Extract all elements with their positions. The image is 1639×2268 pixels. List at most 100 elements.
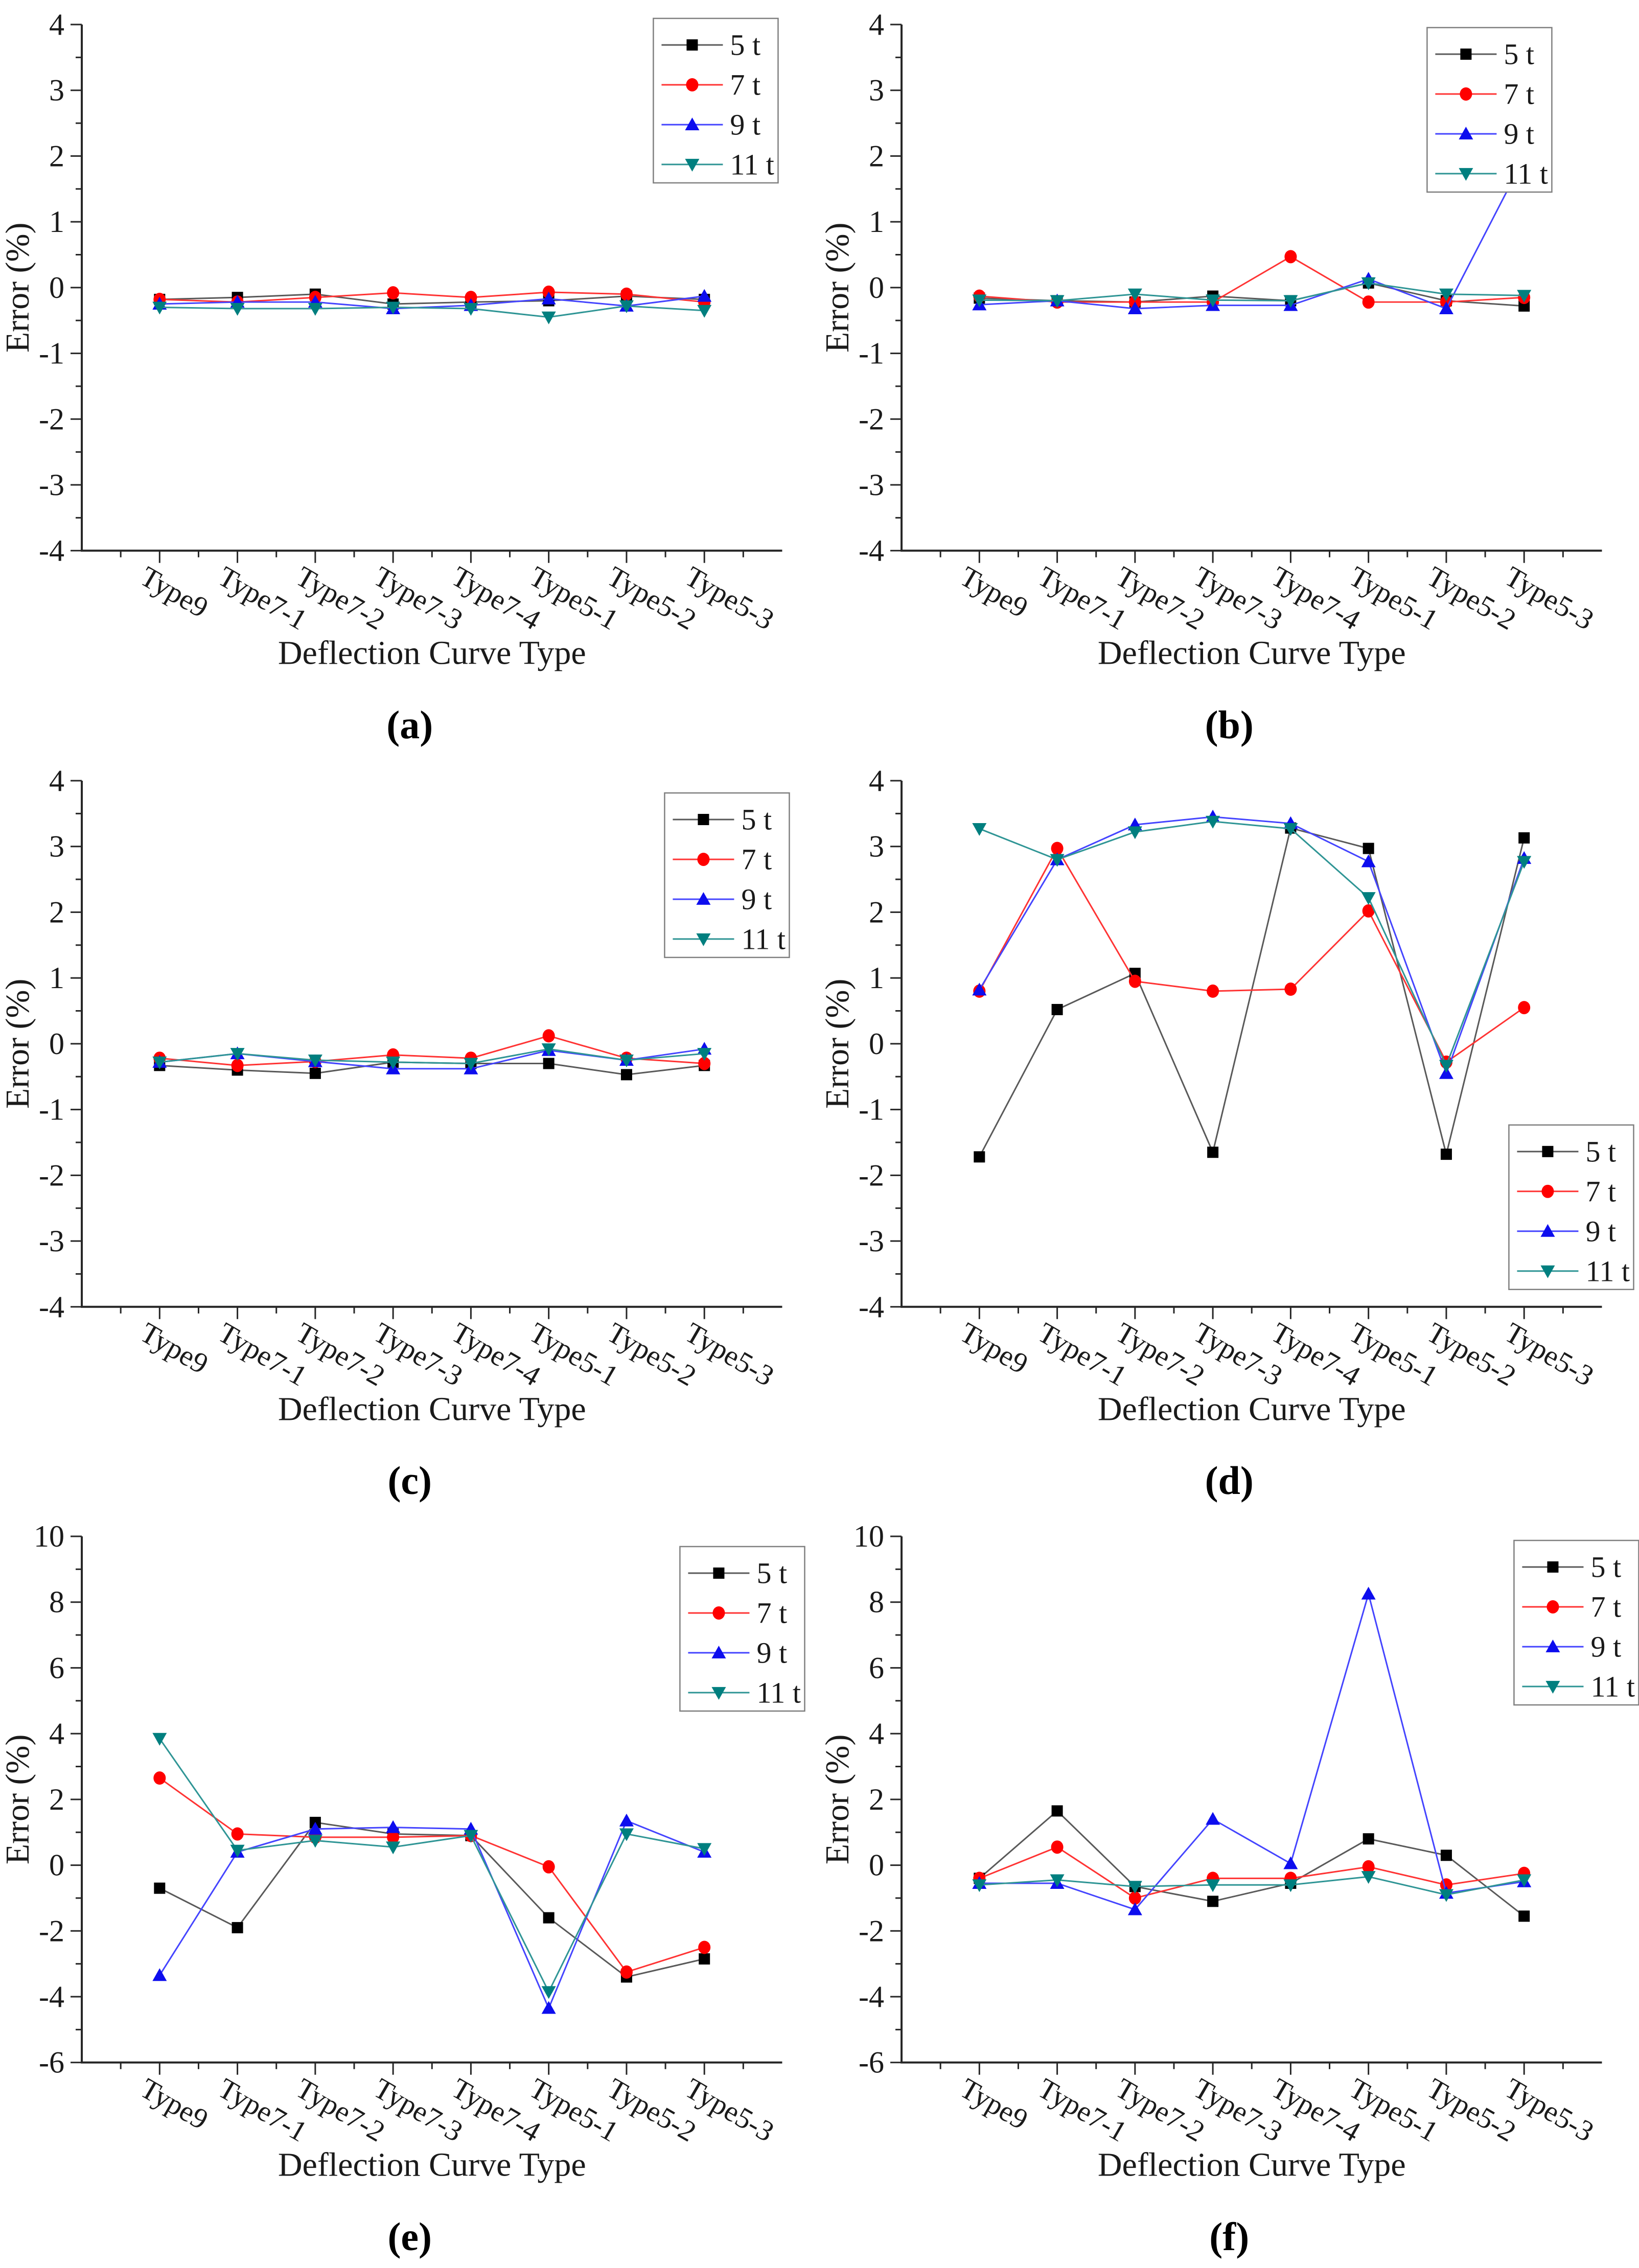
x-tick-label: Type7-1: [1032, 560, 1132, 636]
data-point-marker: [620, 1069, 632, 1081]
y-tick-label: 2: [869, 1783, 884, 1816]
data-point-marker: [1283, 1856, 1298, 1869]
panel-b-chart: -4-3-2-101234Type9Type7-1Type7-2Type7-3T…: [820, 8, 1602, 672]
y-tick-label: 3: [869, 829, 884, 863]
series-line-11t: [159, 1048, 705, 1064]
y-tick-label: -1: [859, 337, 884, 370]
legend-box: [679, 1546, 805, 1712]
data-point-marker: [386, 301, 401, 315]
series-line-9t: [159, 295, 705, 310]
data-point-marker: [1205, 815, 1220, 829]
legend-marker: [1541, 1145, 1553, 1157]
data-point-marker: [619, 1828, 634, 1841]
data-point-marker: [1050, 295, 1065, 308]
legend-marker: [1546, 1600, 1559, 1614]
data-point-marker: [699, 1953, 710, 1965]
x-tick-label: Type5-1: [524, 1316, 624, 1392]
panel-f-chart: -6-4-20246810Type9Type7-1Type7-2Type7-3T…: [820, 1519, 1639, 2184]
y-tick-label: 8: [49, 1585, 64, 1619]
data-point-marker: [973, 1151, 985, 1162]
x-tick-label: Type7-1: [213, 2072, 312, 2148]
x-tick-label: Type5-1: [524, 560, 624, 636]
series-line-11t: [979, 282, 1524, 302]
data-point-marker: [620, 287, 633, 301]
x-axis-label: Deflection Curve Type: [278, 635, 586, 672]
y-tick-label: -3: [39, 1224, 64, 1258]
x-tick-label: Type5-3: [1499, 560, 1599, 636]
y-tick-label: -4: [859, 534, 884, 568]
data-point-marker: [154, 1882, 166, 1894]
x-tick-label: Type7-1: [1032, 2072, 1132, 2148]
legend-label: 7 t: [756, 1597, 787, 1630]
data-point-marker: [542, 1860, 555, 1874]
y-tick-label: -2: [859, 1158, 884, 1192]
legend-marker: [1546, 1561, 1558, 1573]
legend-label: 5 t: [1590, 1551, 1621, 1584]
legend-label: 11 t: [756, 1676, 800, 1710]
x-tick-label: Type7-4: [1265, 2072, 1365, 2148]
legend-marker: [711, 1646, 726, 1659]
y-tick-label: -4: [39, 1290, 64, 1323]
x-tick-label: Type7-3: [1188, 2072, 1287, 2148]
data-point-marker: [543, 1058, 555, 1069]
data-point-marker: [386, 1056, 401, 1069]
x-tick-label: Type5-1: [1344, 560, 1443, 636]
data-point-marker: [1361, 854, 1376, 867]
data-point-marker: [231, 1059, 244, 1072]
data-point-marker: [464, 1830, 478, 1843]
legend-label: 11 t: [741, 922, 785, 955]
figure-panel-b: -4 -3 -2 -1 0 1 2 3 4 Type9 Type7-1 Type7-2 Type7-3 T…: [820, 0, 1639, 756]
series-line-7t: [159, 1778, 705, 1973]
data-point-marker: [1127, 288, 1142, 301]
x-tick-label: Type5-1: [524, 2072, 624, 2148]
y-tick-label: 1: [869, 205, 884, 239]
y-tick-label: -2: [859, 1914, 884, 1948]
y-tick-label: -3: [859, 468, 884, 502]
panel-b-caption: (b): [1205, 702, 1254, 747]
series-line-7t: [159, 1035, 705, 1066]
x-axis-label: Deflection Curve Type: [278, 1390, 586, 1428]
legend-marker: [696, 933, 711, 946]
x-tick-label: Type7-3: [1188, 1316, 1287, 1392]
data-point-marker: [1127, 1902, 1142, 1915]
y-tick-label: 0: [49, 1027, 64, 1061]
series-line-11t: [159, 305, 705, 318]
data-point-marker: [309, 1067, 321, 1079]
legend-marker: [698, 813, 709, 825]
x-tick-label: Type7-4: [446, 1316, 546, 1392]
data-point-marker: [1051, 1805, 1063, 1817]
y-tick-label: 4: [869, 764, 884, 798]
data-point-marker: [698, 1940, 711, 1954]
data-point-marker: [1516, 290, 1531, 303]
x-tick-label: Type5-1: [1344, 2072, 1443, 2148]
x-tick-label: Type5-3: [1499, 2072, 1599, 2148]
data-point-marker: [387, 1831, 400, 1844]
y-tick-label: 2: [49, 139, 64, 173]
y-tick-label: 2: [869, 895, 884, 929]
y-tick-label: -1: [39, 337, 64, 370]
figure-panel-e: -6 -4 -2 0 2 4 6 8 10 Type9 Type7-1 Type7-2 Type7-3 T…: [0, 1512, 820, 2268]
legend-label: 11 t: [1590, 1670, 1634, 1703]
data-point-marker: [1128, 974, 1141, 988]
y-tick-label: 0: [869, 271, 884, 305]
data-point-marker: [230, 1047, 245, 1061]
data-point-marker: [1207, 1896, 1218, 1907]
data-point-marker: [1362, 295, 1375, 309]
data-point-marker: [152, 1968, 167, 1981]
data-point-marker: [1363, 843, 1374, 854]
x-tick-label: Type7-3: [1188, 560, 1287, 636]
x-tick-label: Type7-3: [368, 2072, 468, 2148]
data-point-marker: [619, 300, 634, 313]
data-point-marker: [972, 294, 986, 308]
data-point-marker: [697, 289, 712, 302]
data-point-marker: [541, 2001, 556, 2014]
data-point-marker: [1127, 301, 1142, 315]
data-point-marker: [1127, 1881, 1142, 1894]
data-point-marker: [153, 1771, 166, 1785]
legend-box: [1426, 27, 1553, 193]
y-tick-label: 4: [49, 1717, 64, 1750]
y-tick-label: 3: [869, 74, 884, 107]
x-tick-label: Type9: [954, 2072, 1033, 2136]
data-point-marker: [1050, 1874, 1065, 1887]
x-axis-label: Deflection Curve Type: [1097, 635, 1405, 672]
